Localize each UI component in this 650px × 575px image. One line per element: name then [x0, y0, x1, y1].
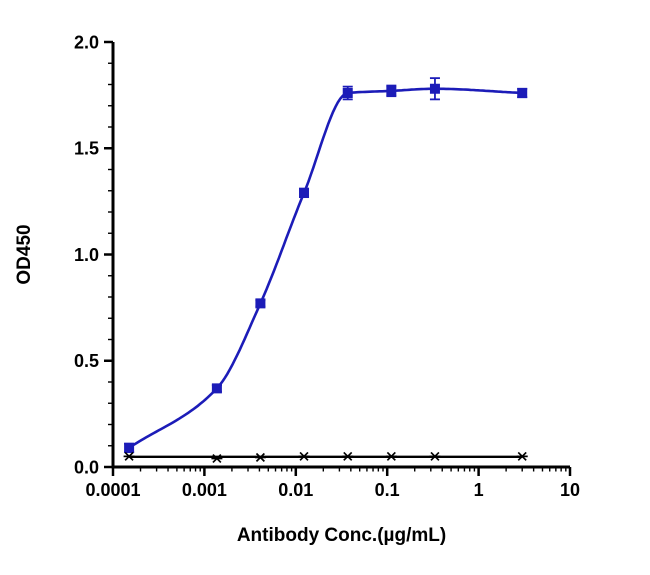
axes-spine — [111, 42, 570, 469]
y-tick-label: 0.0 — [74, 457, 99, 477]
x-tick-label: 0.001 — [182, 480, 227, 500]
square-marker — [517, 88, 528, 98]
x-tick-label: 1 — [474, 480, 484, 500]
asterisk-marker — [299, 451, 309, 461]
square-marker — [342, 88, 353, 98]
x-tick-label: 0.1 — [375, 480, 400, 500]
square-marker — [429, 83, 440, 94]
x-tick-label: 0.0001 — [85, 480, 140, 500]
y-tick-label: 0.5 — [74, 351, 99, 371]
y-tick-label: 1.0 — [74, 245, 99, 265]
square-marker — [211, 383, 222, 394]
asterisk-marker — [517, 451, 527, 461]
asterisk-marker — [255, 452, 265, 462]
asterisk-marker — [212, 453, 222, 464]
x-tick-label: 0.01 — [278, 480, 313, 500]
square-marker — [299, 187, 310, 198]
square-marker — [255, 298, 266, 309]
asterisk-marker — [386, 451, 396, 461]
square-marker — [386, 85, 397, 96]
y-tick-label: 2.0 — [74, 32, 99, 52]
series-negative-control — [123, 451, 528, 464]
fit-curve — [128, 87, 523, 449]
x-tick-label: 10 — [560, 480, 580, 500]
asterisk-marker — [343, 451, 353, 461]
square-marker — [124, 442, 135, 453]
y-tick-label: 1.5 — [74, 139, 99, 159]
asterisk-marker — [430, 451, 440, 461]
y-axis-title: OD450 — [14, 224, 35, 284]
asterisk-marker — [124, 451, 134, 461]
x-axis-title: Antibody Conc.(µg/mL) — [237, 525, 446, 546]
series-antibody-binding — [124, 77, 528, 454]
